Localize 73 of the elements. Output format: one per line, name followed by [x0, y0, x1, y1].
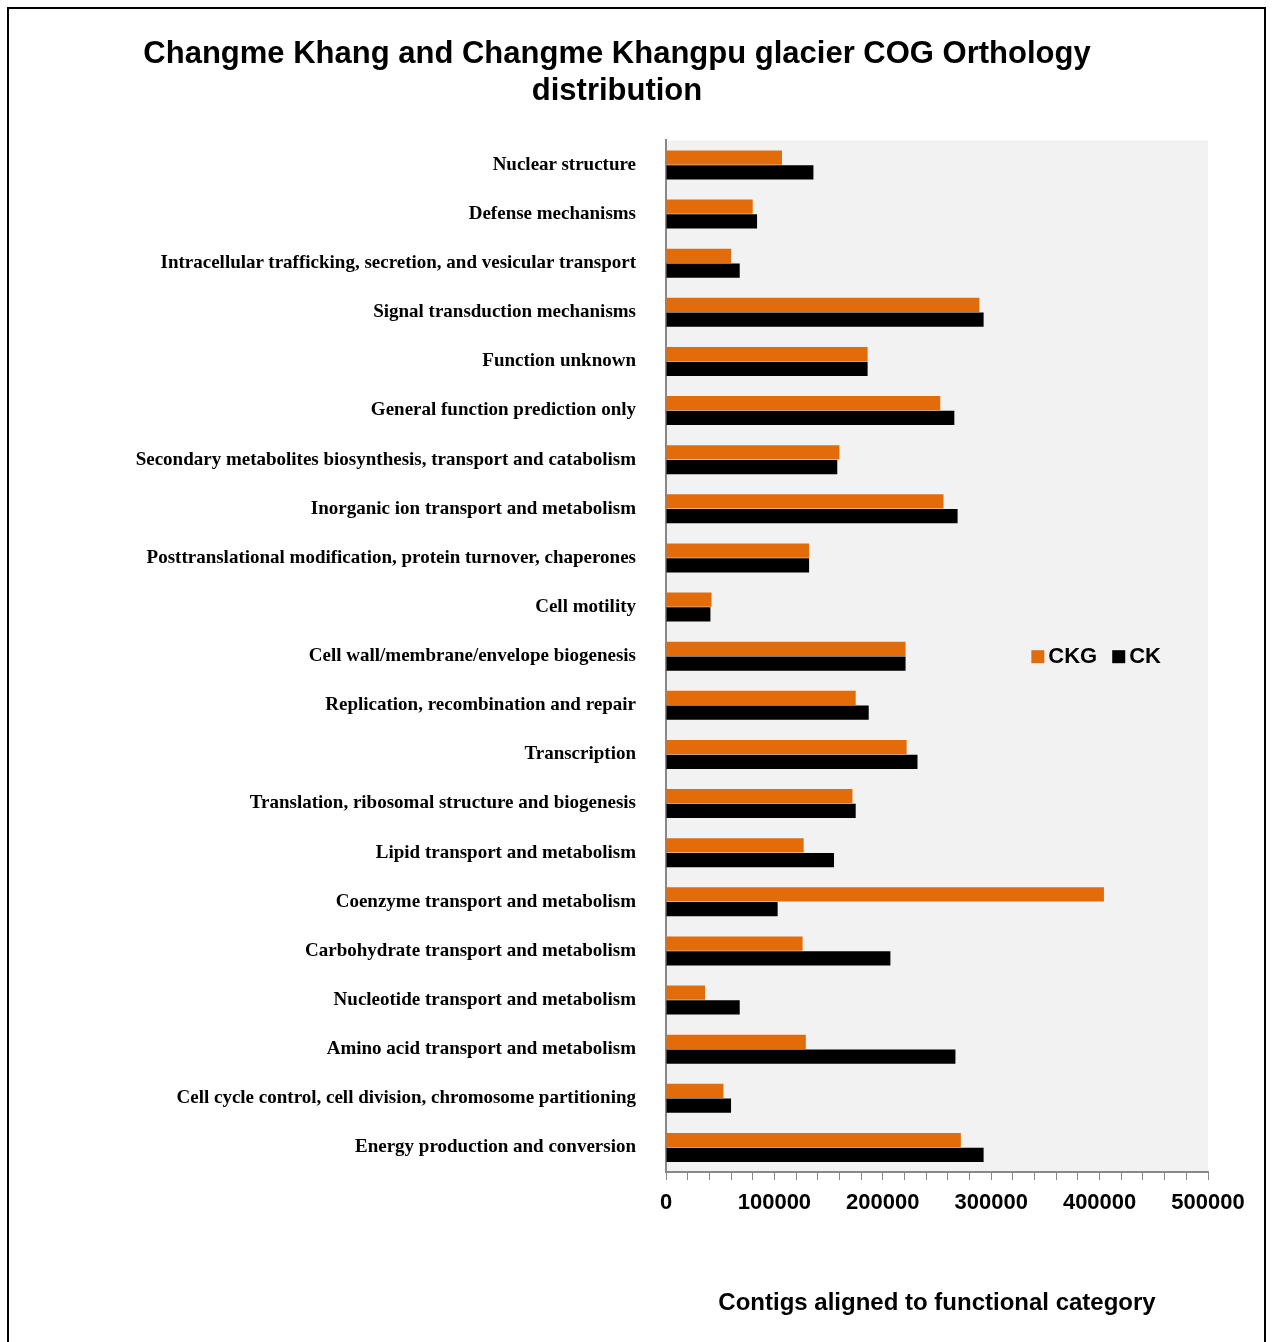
bar [666, 543, 810, 558]
x-tick-label: 500000 [1171, 1189, 1245, 1215]
y-tick-label: Carbohydrate transport and metabolism [305, 938, 637, 960]
y-tick-label: Replication, recombination and repair [325, 693, 637, 715]
y-tick-label: Amino acid transport and metabolism [326, 1037, 637, 1059]
x-tick-label: 0 [659, 1189, 673, 1215]
y-tick-label: Energy production and conversion [355, 1135, 637, 1157]
x-tick-label: 400000 [1062, 1189, 1137, 1215]
bar [666, 754, 918, 769]
legend-label: CKG [1048, 643, 1098, 669]
y-tick-label: Inorganic ion transport and metabolism [310, 496, 637, 518]
y-tick-label: Transcription [524, 742, 637, 764]
bar [666, 607, 711, 622]
bar [666, 705, 869, 720]
bar [666, 346, 868, 362]
y-tick-label: Cell motility [535, 594, 637, 616]
bar [666, 312, 984, 327]
bar [666, 199, 753, 214]
x-tick-label: 100000 [737, 1189, 812, 1215]
bar [666, 459, 838, 475]
y-tick-label: Coenzyme transport and metabolism [335, 889, 637, 911]
bar [666, 803, 856, 819]
x-axis-title: Contigs aligned to functional category [718, 1288, 1157, 1316]
bar [666, 1034, 806, 1049]
bar [666, 150, 782, 165]
bar [666, 985, 706, 1000]
x-tick-label: 200000 [846, 1189, 920, 1215]
bar [666, 361, 868, 376]
bar [666, 297, 980, 313]
y-tick-label: Defense mechanisms [468, 201, 636, 223]
bar [666, 1083, 724, 1099]
y-tick-label: Lipid transport and metabolism [375, 840, 637, 862]
y-tick-label: Nucleotide transport and metabolism [333, 987, 637, 1009]
bar [666, 656, 906, 671]
x-tick-label: 300000 [954, 1189, 1028, 1215]
y-tick-label: Translation, ribosomal structure and biogenesis [249, 791, 636, 813]
y-tick-label: Posttranslational modification, protein turnover, chaperones [146, 545, 636, 567]
legend-label: CK [1129, 643, 1162, 669]
y-tick-label: Cell wall/membrane/envelope biogenesis [308, 644, 636, 666]
bar [666, 248, 732, 263]
bar [666, 1098, 732, 1113]
bar [666, 1147, 984, 1162]
bar [666, 214, 758, 229]
bar [666, 902, 778, 917]
bar [666, 592, 712, 607]
bar [666, 1049, 956, 1064]
bar [666, 263, 740, 278]
bar [666, 936, 803, 951]
bar [666, 558, 810, 573]
y-tick-label: Intracellular trafficking, secretion, and vesicular transport [160, 251, 637, 273]
bar [666, 789, 853, 804]
bar [666, 509, 958, 524]
y-tick-label: Function unknown [482, 349, 637, 371]
y-tick-label: Nuclear structure [492, 152, 636, 174]
bar [666, 690, 856, 706]
bar [666, 410, 955, 426]
bar [666, 739, 907, 755]
bar [666, 1000, 740, 1015]
bar [666, 951, 891, 966]
y-tick-label: Secondary metabolites biosynthesis, transport and catabolism [135, 447, 637, 469]
bar [666, 165, 814, 180]
bar [666, 1132, 961, 1148]
bar [666, 641, 906, 656]
bar [666, 494, 944, 509]
chart-title: Changme Khang and Changme Khangpu glacier COG Orthology distribution [143, 35, 1092, 108]
y-tick-label: Cell cycle control, cell division, chromosome partitioning [176, 1086, 637, 1108]
bar [666, 852, 835, 868]
bar [666, 396, 941, 411]
y-tick-label: General function prediction only [370, 398, 637, 420]
bar [666, 838, 804, 853]
bar [666, 445, 840, 460]
bar [666, 887, 1104, 902]
y-tick-label: Signal transduction mechanisms [373, 300, 636, 322]
